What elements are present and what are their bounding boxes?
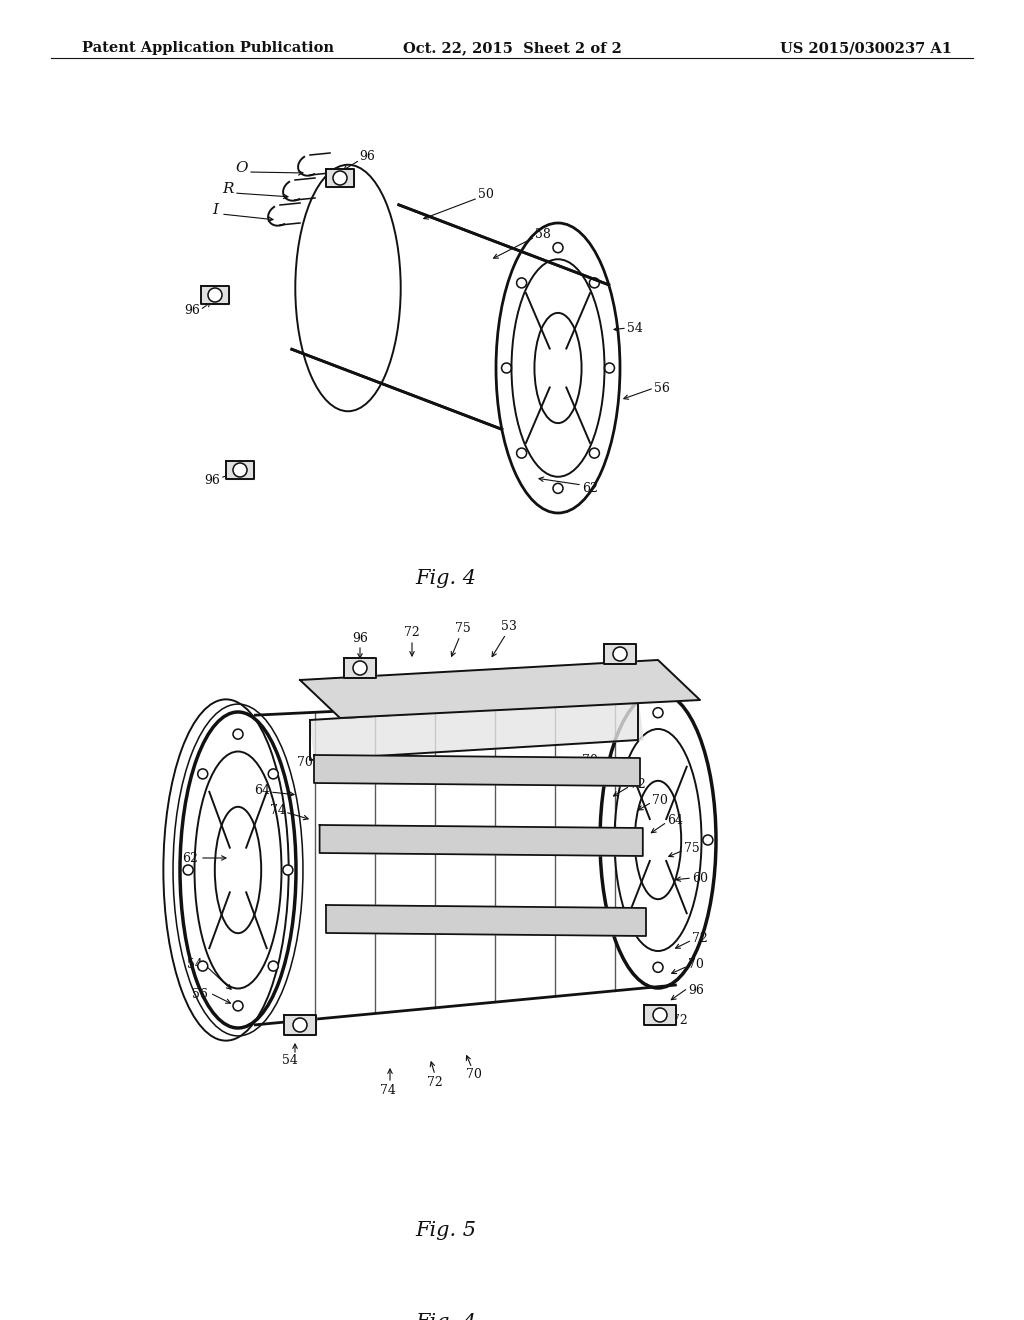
Text: R: R [222,182,233,195]
Text: Patent Application Publication: Patent Application Publication [82,41,334,55]
Text: 62: 62 [582,482,598,495]
Text: Fig. 4: Fig. 4 [415,1313,476,1320]
Circle shape [183,865,194,875]
Polygon shape [319,825,643,855]
Text: 96: 96 [688,983,703,997]
Circle shape [613,647,627,661]
Circle shape [268,770,279,779]
Circle shape [283,865,293,875]
Text: 72: 72 [692,932,708,945]
Text: 74: 74 [270,804,286,817]
Circle shape [653,1008,667,1022]
Text: 72: 72 [427,1076,442,1089]
Text: 74: 74 [380,1084,396,1097]
Text: 60: 60 [692,871,708,884]
Text: 72: 72 [404,626,420,639]
Circle shape [653,962,663,973]
Polygon shape [326,906,646,936]
Text: 54: 54 [187,958,203,972]
Polygon shape [344,657,376,678]
Circle shape [233,729,243,739]
Text: Fig. 4: Fig. 4 [415,569,476,587]
Text: 75: 75 [455,622,471,635]
Text: 70: 70 [466,1068,482,1081]
Text: 70: 70 [652,793,668,807]
Circle shape [268,961,279,972]
Text: Oct. 22, 2015  Sheet 2 of 2: Oct. 22, 2015 Sheet 2 of 2 [402,41,622,55]
Text: 54: 54 [627,322,643,334]
Text: 53: 53 [501,619,517,632]
Text: 96: 96 [607,766,623,779]
Circle shape [198,770,208,779]
Text: 56: 56 [193,989,208,1002]
Text: 70: 70 [297,756,313,770]
Text: 62: 62 [182,851,198,865]
Text: Fig. 5: Fig. 5 [415,1221,476,1239]
Circle shape [353,661,367,675]
Text: 56: 56 [654,381,670,395]
Circle shape [702,836,713,845]
Polygon shape [644,1005,676,1026]
Text: 72: 72 [672,1014,688,1027]
Polygon shape [284,1015,316,1035]
Circle shape [653,708,663,718]
Text: O: O [236,161,248,176]
Text: 96: 96 [352,631,368,644]
Polygon shape [300,660,700,718]
Text: US 2015/0300237 A1: US 2015/0300237 A1 [780,41,952,55]
Circle shape [233,463,247,477]
Polygon shape [314,755,640,785]
Text: 72: 72 [630,777,646,791]
Text: 70: 70 [582,754,598,767]
Text: 96: 96 [204,474,220,487]
Text: 54: 54 [282,1053,298,1067]
Circle shape [208,288,222,302]
Polygon shape [226,461,254,479]
Text: 64: 64 [667,813,683,826]
Circle shape [198,961,208,972]
Text: 50: 50 [478,189,494,202]
Circle shape [603,836,613,845]
Polygon shape [310,700,643,760]
Polygon shape [604,644,636,664]
Text: I: I [212,203,218,216]
Text: 64: 64 [254,784,270,796]
Circle shape [333,172,347,185]
Text: 96: 96 [359,149,375,162]
Text: 75: 75 [684,842,699,854]
Text: 96: 96 [184,304,200,317]
Text: 70: 70 [688,957,703,970]
Circle shape [233,1001,243,1011]
Polygon shape [201,286,229,304]
Circle shape [293,1018,307,1032]
Text: 58: 58 [536,227,551,240]
Polygon shape [326,169,354,187]
